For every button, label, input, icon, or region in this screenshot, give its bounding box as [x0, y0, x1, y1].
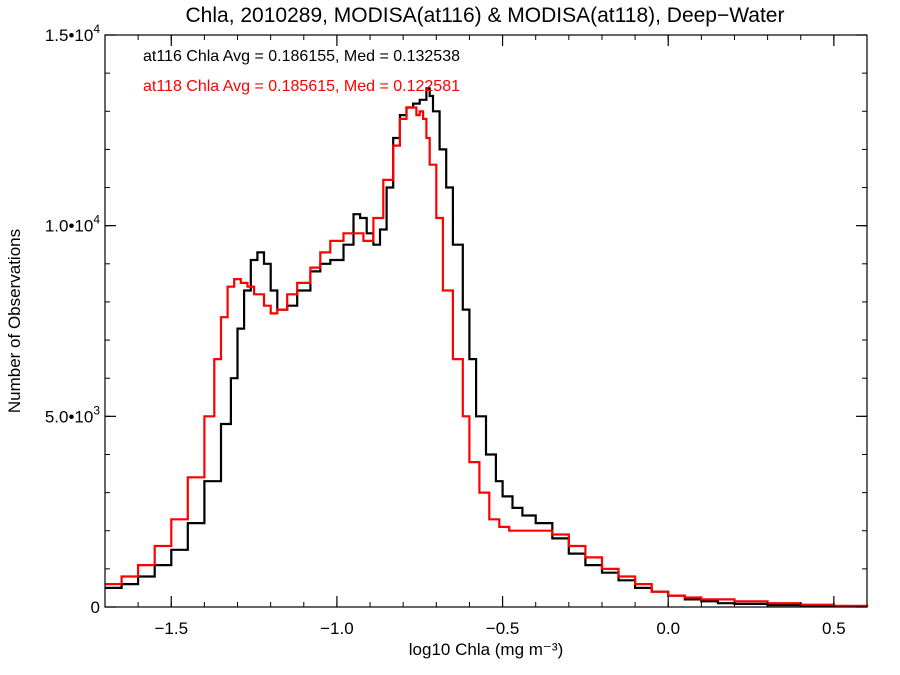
x-tick-label: 0.0	[656, 619, 680, 638]
x-tick-label: 0.5	[822, 619, 846, 638]
y-tick-label: 1.0•104	[45, 213, 101, 236]
series-line-1	[105, 87, 869, 608]
x-tick-label: −0.5	[486, 619, 520, 638]
stats-annotation-2: at118 Chla Avg = 0.185615, Med = 0.12258…	[143, 78, 460, 95]
plot-frame	[104, 34, 868, 608]
chart-title: Chla, 2010289, MODISA(at116) & MODISA(at…	[186, 4, 785, 27]
y-tick-label: 5.0•103	[45, 403, 101, 426]
series-layer	[105, 87, 869, 608]
x-axis-label: log10 Chla (mg m⁻³)	[409, 640, 563, 659]
x-tick-label: −1.0	[320, 619, 354, 638]
y-axis-label: Number of Observations	[5, 229, 24, 413]
stats-annotation-1: at116 Chla Avg = 0.186155, Med = 0.13253…	[143, 48, 460, 65]
annotations: at116 Chla Avg = 0.186155, Med = 0.13253…	[143, 48, 460, 95]
y-tick-label: 1.5•104	[45, 22, 101, 45]
y-tick-label: 0	[91, 598, 100, 617]
series-line-2	[105, 106, 869, 607]
ticks-layer: −1.5 −1.0 −0.5 0.0 0.5 0 5.0•103 1.0•104 1.5•104	[45, 22, 868, 638]
x-tick-label: −1.5	[154, 619, 188, 638]
